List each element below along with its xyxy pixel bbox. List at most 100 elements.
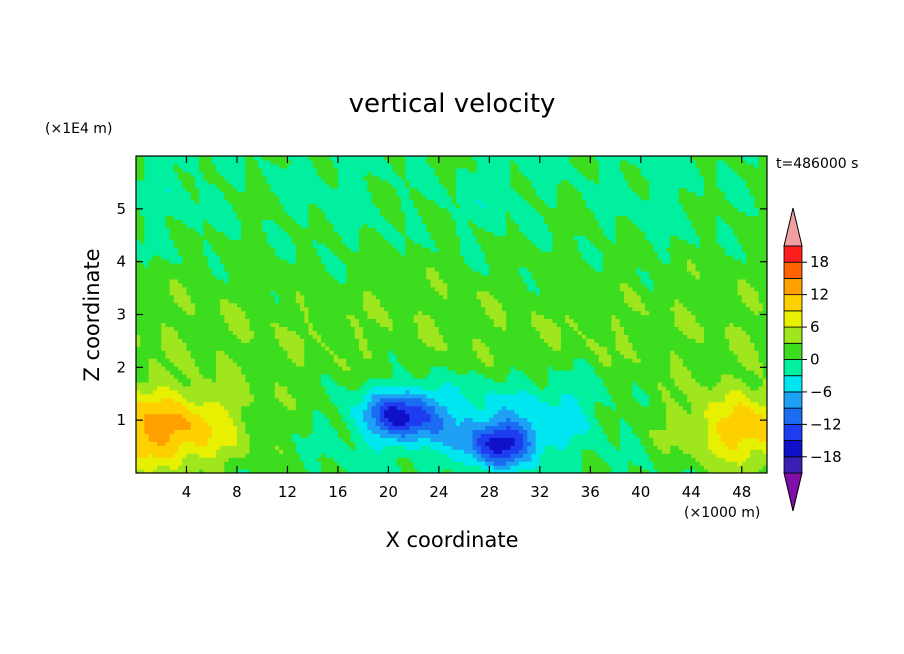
field-cell bbox=[136, 429, 141, 434]
field-cell bbox=[594, 350, 600, 355]
field-cell bbox=[325, 358, 331, 363]
field-cell bbox=[476, 457, 482, 462]
field-cell bbox=[459, 437, 465, 442]
field-cell bbox=[312, 453, 318, 458]
field-cell bbox=[438, 469, 444, 473]
field-cell bbox=[169, 389, 175, 395]
field-cell bbox=[249, 433, 255, 438]
field-cell bbox=[337, 445, 343, 450]
field-cell bbox=[371, 342, 377, 347]
field-cell bbox=[241, 469, 246, 473]
field-cell bbox=[333, 373, 339, 379]
field-cell bbox=[220, 350, 225, 355]
field-cell bbox=[182, 369, 188, 375]
field-cell bbox=[220, 362, 225, 367]
field-cell bbox=[253, 413, 259, 419]
field-cell bbox=[535, 405, 541, 411]
field-cell bbox=[161, 389, 167, 395]
field-cell bbox=[312, 369, 318, 375]
field-cell bbox=[531, 358, 537, 363]
field-cell bbox=[199, 425, 204, 431]
field-cell bbox=[632, 397, 638, 403]
field-cell bbox=[426, 441, 432, 446]
field-cell bbox=[758, 397, 764, 403]
field-cell bbox=[194, 350, 200, 355]
field-cell bbox=[342, 346, 347, 351]
field-cell bbox=[178, 354, 183, 359]
field-cell bbox=[241, 413, 246, 419]
field-cell bbox=[144, 354, 150, 359]
field-cell bbox=[232, 350, 238, 355]
field-cell bbox=[560, 449, 566, 454]
field-cell bbox=[379, 413, 385, 419]
field-cell bbox=[758, 449, 764, 454]
field-cell bbox=[236, 397, 242, 403]
field-cell bbox=[346, 469, 352, 473]
field-cell bbox=[653, 465, 659, 470]
field-cell bbox=[409, 369, 415, 375]
field-cell bbox=[182, 433, 188, 438]
field-cell bbox=[165, 358, 171, 363]
field-cell bbox=[161, 393, 167, 399]
field-cell bbox=[510, 358, 516, 363]
field-cell bbox=[304, 465, 310, 470]
field-cell bbox=[161, 437, 167, 442]
field-cell bbox=[741, 373, 747, 379]
field-cell bbox=[220, 366, 225, 371]
field-cell bbox=[443, 350, 448, 355]
field-cell bbox=[136, 409, 141, 415]
field-cell bbox=[199, 405, 204, 411]
field-cell bbox=[758, 350, 764, 355]
field-cell bbox=[506, 417, 511, 423]
field-cell bbox=[396, 417, 402, 423]
field-cell bbox=[720, 417, 726, 423]
field-cell bbox=[321, 469, 326, 473]
field-cell bbox=[636, 381, 642, 387]
field-cell bbox=[619, 401, 625, 407]
field-cell bbox=[506, 358, 511, 363]
field-cell bbox=[358, 465, 364, 470]
field-cell bbox=[581, 342, 587, 347]
field-cell bbox=[417, 381, 423, 387]
field-cell bbox=[396, 429, 402, 434]
field-cell bbox=[215, 417, 221, 423]
field-cell bbox=[207, 362, 213, 367]
field-cell bbox=[750, 433, 755, 438]
field-cell bbox=[480, 397, 486, 403]
field-cell bbox=[472, 366, 478, 371]
time-label: t=486000 s bbox=[776, 156, 858, 172]
field-cell bbox=[611, 449, 617, 454]
field-cell bbox=[695, 389, 701, 395]
field-cell bbox=[161, 362, 167, 367]
field-cell bbox=[321, 453, 326, 458]
field-cell bbox=[729, 389, 734, 395]
field-cell bbox=[232, 401, 238, 407]
field-cell bbox=[758, 366, 764, 371]
field-cell bbox=[535, 358, 541, 363]
field-cell bbox=[699, 409, 705, 415]
field-cell bbox=[527, 350, 533, 355]
field-cell bbox=[733, 437, 739, 442]
field-cell bbox=[556, 445, 562, 450]
field-cell bbox=[695, 346, 701, 351]
field-cell bbox=[165, 350, 171, 355]
field-cell bbox=[632, 354, 638, 359]
field-cell bbox=[253, 453, 259, 458]
field-cell bbox=[371, 405, 377, 411]
field-cell bbox=[581, 421, 587, 427]
field-cell bbox=[312, 405, 318, 411]
field-cell bbox=[241, 449, 246, 454]
field-cell bbox=[724, 409, 730, 415]
field-cell bbox=[199, 445, 204, 450]
field-cell bbox=[489, 429, 495, 434]
field-cell bbox=[506, 389, 511, 395]
field-cell bbox=[489, 385, 495, 391]
field-cell bbox=[178, 457, 183, 462]
field-cell bbox=[661, 409, 667, 415]
field-cell bbox=[695, 369, 701, 375]
field-cell bbox=[165, 445, 171, 450]
field-cell bbox=[346, 393, 352, 399]
field-cell bbox=[695, 362, 701, 367]
field-cell bbox=[438, 362, 444, 367]
field-cell bbox=[670, 469, 676, 473]
